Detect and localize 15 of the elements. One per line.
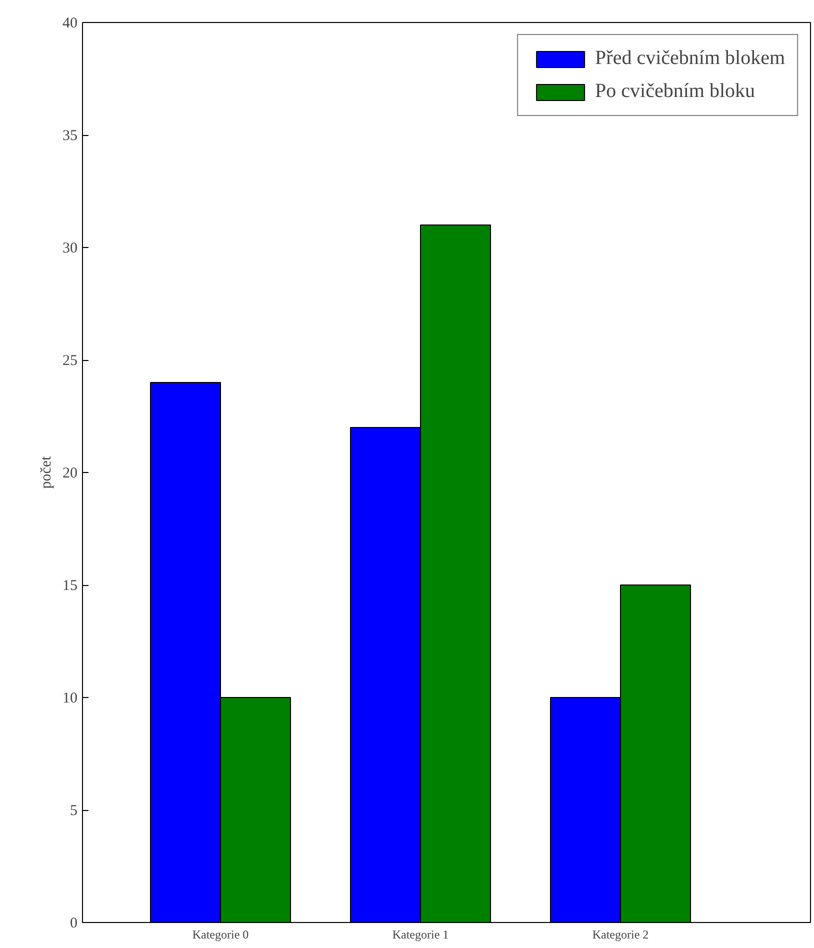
y-tick-label: 35 <box>62 128 78 144</box>
legend-label: Před cvičebním blokem <box>595 47 785 70</box>
x-tick-label: Kategorie 2 <box>592 928 649 942</box>
y-tick-label: 25 <box>62 353 78 369</box>
x-tick-label: Kategorie 1 <box>392 928 449 942</box>
y-tick-label: 40 <box>62 16 78 32</box>
y-axis-title: počet <box>38 455 54 489</box>
y-tick-label: 15 <box>62 578 78 594</box>
y-tick-label: 20 <box>62 466 78 482</box>
legend-label: Po cvičebním bloku <box>595 80 756 103</box>
x-tick-label: Kategorie 0 <box>192 928 249 942</box>
y-tick-label: 30 <box>62 240 78 256</box>
y-tick-label: 0 <box>70 916 78 932</box>
y-tick-label: 5 <box>70 803 78 819</box>
y-tick-label: 10 <box>62 690 78 706</box>
